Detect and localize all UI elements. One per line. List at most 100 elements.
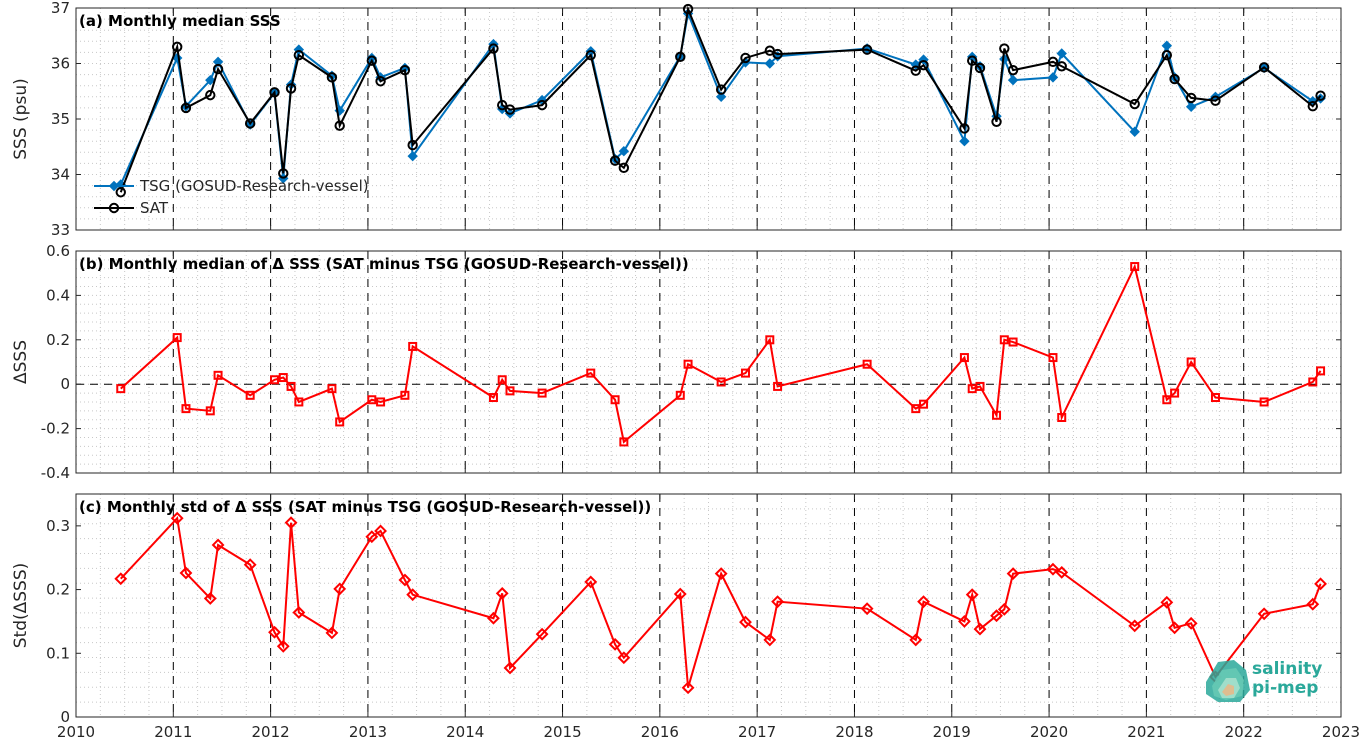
data-point	[1186, 357, 1196, 367]
data-point	[1169, 73, 1180, 85]
legend-marker	[108, 180, 120, 192]
data-point	[967, 55, 978, 66]
data-point	[1257, 607, 1271, 621]
data-point	[181, 404, 191, 414]
salinity-pi-mep-logo-icon	[1206, 660, 1250, 702]
x-tick-label: 2017	[738, 723, 776, 741]
data-point	[293, 49, 305, 61]
data-point	[245, 390, 255, 400]
data-point	[172, 41, 183, 53]
data-point	[1056, 48, 1067, 59]
x-tick-label: 2013	[349, 723, 387, 741]
data-point	[285, 83, 297, 94]
data-point	[675, 390, 685, 400]
data-point	[1057, 413, 1067, 422]
data-point	[772, 48, 783, 60]
data-point	[1259, 397, 1269, 407]
data-point	[398, 573, 412, 587]
data-point	[213, 370, 223, 380]
data-point	[1307, 101, 1318, 112]
data-point	[764, 58, 776, 69]
data-point	[1056, 61, 1067, 72]
data-point	[116, 384, 126, 394]
data-point	[536, 99, 548, 111]
panel-title: (c) Monthly std of Δ SSS (SAT minus TSG …	[79, 498, 651, 516]
data-point	[740, 52, 751, 64]
data-point	[205, 74, 216, 86]
series-line	[119, 5, 1322, 193]
y-axis-label: Std(ΔSSS)	[11, 563, 31, 649]
logo-text: salinity pi-mep	[1252, 660, 1322, 698]
data-point	[366, 55, 378, 66]
data-point	[294, 397, 304, 407]
series-sat	[115, 3, 1326, 198]
data-point	[862, 359, 872, 369]
data-point	[407, 150, 418, 162]
series-tsg-gosud-research-vessel-	[115, 8, 1326, 190]
data-point	[1161, 49, 1173, 61]
data-point	[618, 162, 630, 174]
data-point	[618, 145, 630, 157]
data-point	[683, 359, 693, 369]
data-point	[1128, 619, 1142, 633]
y-tick-label: 0.2	[46, 331, 70, 349]
data-point	[1047, 72, 1059, 83]
data-point	[406, 588, 420, 602]
data-point	[918, 59, 929, 71]
data-point	[269, 87, 280, 98]
series-delta	[114, 511, 1327, 695]
data-point	[1008, 337, 1018, 347]
data-point	[975, 381, 985, 391]
data-point	[1161, 40, 1173, 51]
data-point	[997, 602, 1011, 616]
panel-b: -0.4 -0.2 0 0.2 0.4 0.6 ΔSSS (b) Monthly median…	[11, 242, 1342, 482]
data-point	[292, 606, 306, 619]
data-point	[1210, 95, 1221, 106]
data-point	[999, 335, 1009, 345]
data-point	[861, 44, 873, 55]
data-point	[212, 56, 224, 68]
y-tick-label: 0.6	[46, 242, 70, 260]
data-point	[399, 64, 411, 76]
x-tick-label: 2010	[57, 723, 95, 741]
data-point	[1210, 393, 1220, 403]
y-tick-label: 0.4	[46, 286, 70, 304]
y-tick-label: 37	[51, 0, 70, 17]
series-line	[120, 516, 1322, 688]
y-tick-label: 35	[51, 110, 70, 128]
logo-line-pi-mep: pi-mep	[1252, 678, 1319, 698]
data-point	[608, 637, 622, 651]
y-tick-label: 36	[51, 55, 70, 73]
data-point	[495, 586, 509, 600]
data-point	[1258, 62, 1270, 73]
data-point	[212, 63, 224, 75]
y-tick-label: 34	[51, 166, 70, 184]
panel-title: (a) Monthly median SSS	[79, 12, 281, 30]
axes-box	[75, 493, 1342, 718]
data-point	[1129, 126, 1140, 137]
data-point	[715, 84, 727, 95]
data-point	[367, 395, 377, 405]
x-tick-label: 2022	[1225, 723, 1263, 741]
data-point	[488, 43, 499, 54]
x-tick-label: 2021	[1127, 723, 1165, 741]
data-point	[1055, 565, 1069, 579]
data-point	[910, 65, 921, 76]
data-point	[1007, 74, 1019, 86]
data-point	[284, 516, 298, 530]
data-point	[268, 625, 281, 639]
data-point	[1315, 90, 1326, 101]
data-point	[610, 395, 620, 405]
data-point	[487, 611, 500, 625]
data-point	[286, 381, 296, 391]
legend-label: SAT	[140, 199, 169, 217]
x-tick-label: 2014	[446, 723, 484, 741]
data-point	[203, 592, 217, 605]
data-point	[1046, 562, 1060, 576]
data-point	[270, 375, 280, 385]
data-point	[739, 615, 752, 629]
data-point	[716, 377, 726, 387]
data-point	[1315, 93, 1326, 104]
data-point	[243, 558, 257, 572]
